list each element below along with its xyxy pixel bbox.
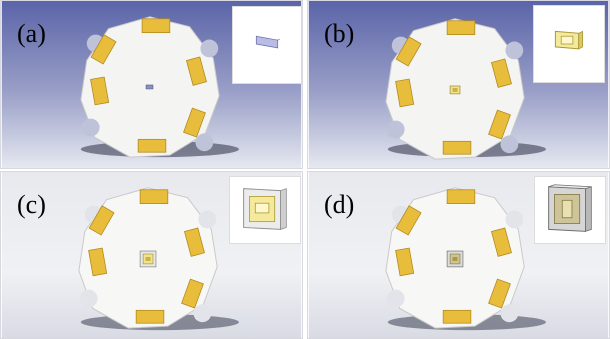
solder-pad	[488, 278, 511, 309]
solder-pad	[395, 205, 422, 236]
notch	[195, 133, 214, 152]
solder-pad	[395, 247, 415, 277]
notch	[500, 135, 519, 154]
led-chip-zoom	[561, 199, 573, 219]
solder-pad	[183, 227, 205, 257]
zoom-inset	[229, 176, 301, 244]
notch	[505, 41, 524, 60]
panel-d: (d)	[307, 171, 610, 339]
led-chip	[145, 84, 154, 90]
notch	[193, 304, 212, 323]
notch	[81, 118, 100, 137]
led-chip	[452, 256, 458, 261]
board-scene-b	[308, 1, 609, 168]
notch	[386, 289, 405, 308]
chip-zoom	[255, 35, 280, 49]
notch	[386, 120, 405, 139]
solder-pad	[490, 58, 512, 88]
notch	[500, 304, 519, 323]
panel-label: (d)	[324, 190, 355, 219]
solder-pad	[137, 138, 167, 153]
notch	[198, 210, 217, 229]
solder-pad	[141, 18, 171, 34]
solder-pad	[395, 36, 422, 67]
solder-pad	[395, 78, 415, 108]
solder-pad	[88, 247, 108, 277]
led-chip	[452, 87, 458, 92]
panel-b: (b)	[307, 0, 610, 169]
solder-pad	[88, 205, 115, 236]
solder-pad	[442, 309, 472, 324]
solder-pad	[488, 109, 511, 140]
led-chip-zoom	[255, 35, 279, 49]
solder-pad	[90, 34, 117, 65]
solder-pad	[185, 56, 207, 86]
panel-c: (c)	[0, 171, 303, 339]
solder-pad	[446, 189, 476, 205]
notch	[505, 210, 524, 229]
package-zoom	[243, 188, 287, 230]
solder-pad	[183, 107, 206, 138]
panel-label: (a)	[17, 19, 46, 48]
notch	[79, 289, 98, 308]
solder-pad	[181, 278, 204, 309]
package-lens-zoom	[548, 184, 592, 232]
solder-pad	[90, 76, 110, 106]
solder-pad	[442, 140, 472, 155]
led-chip-zoom	[254, 202, 270, 214]
solder-pad	[139, 189, 169, 205]
panel-label: (c)	[17, 190, 46, 219]
panel-label: (b)	[324, 19, 355, 48]
zoom-inset	[534, 176, 606, 244]
zoom-inset	[232, 6, 302, 84]
zoom-inset	[533, 5, 605, 83]
panel-a: (a)	[0, 0, 303, 169]
led-chip	[145, 256, 151, 261]
solder-pad	[490, 227, 512, 257]
solder-pad	[446, 20, 476, 35]
notch	[200, 39, 219, 58]
solder-pad	[135, 309, 165, 324]
led-chip-zoom	[560, 35, 574, 45]
chip-zoom	[554, 30, 583, 50]
